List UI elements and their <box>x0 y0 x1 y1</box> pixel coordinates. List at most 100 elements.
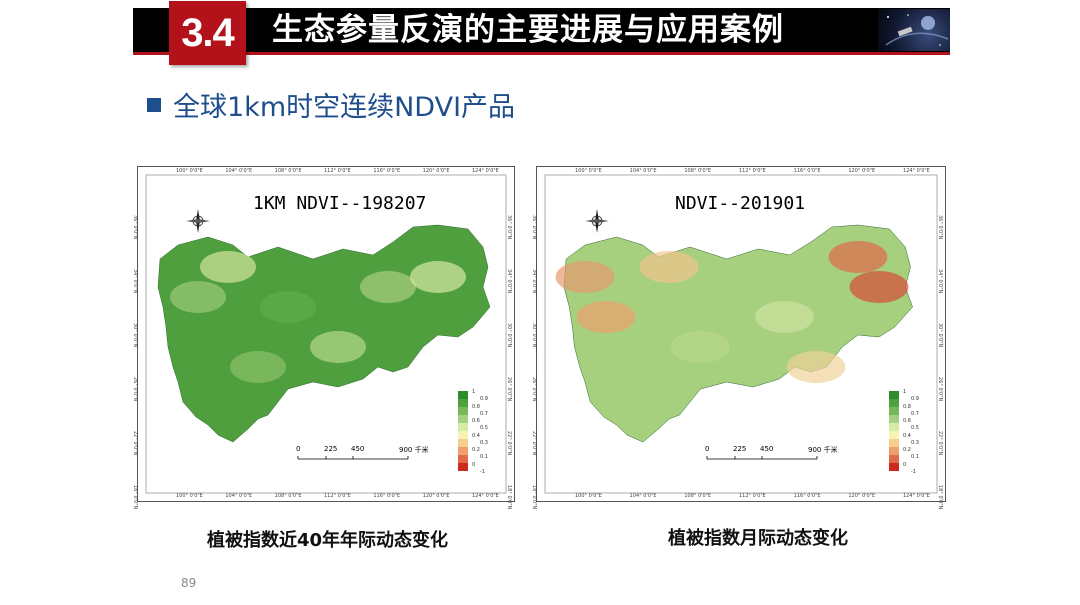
legend-label: 0.9 <box>480 396 488 403</box>
tick-label-left: 18° 0'0"N <box>132 485 138 510</box>
legend-label: 0.5 <box>911 425 919 432</box>
legend-swatch <box>889 447 899 455</box>
scale-bar <box>706 456 818 460</box>
legend-label: 0.2 <box>472 447 480 454</box>
legend-swatch <box>458 463 468 471</box>
map-caption-1: 植被指数近40年年际动态变化 <box>207 530 449 551</box>
ndvi-patch <box>200 251 256 283</box>
ndvi-patch <box>260 291 316 323</box>
legend-label: 0.1 <box>480 454 488 461</box>
legend-label: 0.4 <box>903 432 911 439</box>
scale-label: 225 <box>324 445 338 453</box>
ndvi-map-graphic <box>544 174 938 494</box>
scale-label: 225 <box>733 445 747 453</box>
tick-label-left: 36° 0'0"N <box>132 215 138 240</box>
legend-label: 0.8 <box>903 403 911 410</box>
tick-label-bottom: 116° 0'0"E <box>373 493 401 499</box>
legend-swatch <box>458 439 468 447</box>
tick-label-left: 34° 0'0"N <box>132 269 138 294</box>
tick-label-top: 112° 0'0"E <box>324 168 351 174</box>
tick-label-right: 22° 0'0"N <box>506 431 512 456</box>
ndvi-patch <box>360 271 416 303</box>
legend-swatch <box>458 399 468 407</box>
tick-label-top: 108° 0'0"E <box>274 168 302 174</box>
legend-label: 0.6 <box>903 418 911 425</box>
legend-swatch <box>889 415 899 423</box>
legend-label: 1 <box>903 389 907 395</box>
ndvi-patch <box>230 351 286 383</box>
ndvi-patch <box>310 331 366 363</box>
tick-label-right: 34° 0'0"N <box>506 269 512 294</box>
legend-label: 0 <box>903 461 907 468</box>
page-number: 89 <box>181 576 197 590</box>
legend-swatch <box>458 407 468 415</box>
tick-label-top: 124° 0'0"E <box>472 168 499 174</box>
tick-label-bottom: 116° 0'0"E <box>793 493 821 499</box>
tick-label-bottom: 120° 0'0"E <box>848 493 876 499</box>
satellite-icon <box>885 14 949 46</box>
legend-swatch <box>458 431 468 439</box>
tick-label-top: 124° 0'0"E <box>903 168 930 174</box>
tick-label-bottom: 100° 0'0"E <box>176 493 203 499</box>
ndvi-patch <box>639 251 699 283</box>
legend-swatch <box>458 455 468 463</box>
legend-swatch <box>889 431 899 439</box>
ndvi-patch <box>170 281 226 313</box>
legend-swatch <box>889 391 899 399</box>
ndvi-patch <box>608 381 667 413</box>
subtitle: 全球1km时空连续NDVI产品 <box>147 90 515 126</box>
tick-label-right: 18° 0'0"N <box>506 485 512 510</box>
legend-label: 0.3 <box>480 439 488 446</box>
tick-label-bottom: 108° 0'0"E <box>684 493 712 499</box>
scale-label: 0 <box>296 445 301 453</box>
legend-swatch <box>889 463 899 471</box>
legend-label: -1 <box>480 469 485 475</box>
scale-label: 900 千米 <box>808 446 838 454</box>
legend-label: 1 <box>472 389 476 395</box>
tick-label-left: 34° 0'0"N <box>531 269 537 294</box>
compass-icon <box>585 209 609 233</box>
legend-label: 0.5 <box>480 425 488 432</box>
legend-swatch <box>889 455 899 463</box>
legend-swatch <box>889 423 899 431</box>
subtitle-text: 全球1km时空连续NDVI产品 <box>173 92 516 123</box>
compass-icon <box>186 209 210 233</box>
scale-label: 0 <box>705 445 710 453</box>
tick-label-bottom: 104° 0'0"E <box>629 493 657 499</box>
tick-label-top: 120° 0'0"E <box>422 168 450 174</box>
ndvi-map-1982: 1KM NDVI--198207 1 0.9 0.8 0.7 0.6 0.5 0.4 0.3 0… <box>132 166 515 509</box>
tick-label-bottom: 124° 0'0"E <box>472 493 499 499</box>
legend-label: 0.1 <box>911 454 919 461</box>
ndvi-patch <box>828 241 888 273</box>
scale-label: 450 <box>351 445 365 453</box>
tick-label-top: 100° 0'0"E <box>575 168 602 174</box>
legend-label: 0.2 <box>903 447 911 454</box>
tick-label-bottom: 100° 0'0"E <box>575 493 602 499</box>
tick-label-bottom: 120° 0'0"E <box>422 493 450 499</box>
legend-swatch <box>889 407 899 415</box>
tick-label-top: 120° 0'0"E <box>848 168 876 174</box>
tick-label-left: 26° 0'0"N <box>132 377 138 402</box>
legend-label: -1 <box>911 469 916 475</box>
tick-label-bottom: 112° 0'0"E <box>739 493 766 499</box>
legend-swatch <box>458 415 468 423</box>
tick-label-right: 30° 0'0"N <box>506 323 512 348</box>
tick-label-left: 22° 0'0"N <box>132 431 138 456</box>
ndvi-patch <box>849 271 909 303</box>
tick-label-top: 100° 0'0"E <box>176 168 203 174</box>
tick-label-left: 30° 0'0"N <box>531 323 537 348</box>
title-bar <box>133 8 950 52</box>
map-title: 1KM NDVI--198207 <box>253 193 427 214</box>
scale-label: 900 千米 <box>399 446 429 454</box>
legend-label: 0.7 <box>911 410 919 417</box>
satellite-space-image <box>878 9 950 51</box>
legend-swatch <box>889 439 899 447</box>
tick-label-bottom: 124° 0'0"E <box>903 493 930 499</box>
legend-label: 0 <box>472 461 476 468</box>
ndvi-patch <box>576 301 636 333</box>
legend-swatch <box>458 423 468 431</box>
ndvi-patch <box>555 261 615 293</box>
tick-label-bottom: 104° 0'0"E <box>225 493 253 499</box>
bullet-square-icon <box>147 98 161 112</box>
tick-label-bottom: 112° 0'0"E <box>324 493 351 499</box>
